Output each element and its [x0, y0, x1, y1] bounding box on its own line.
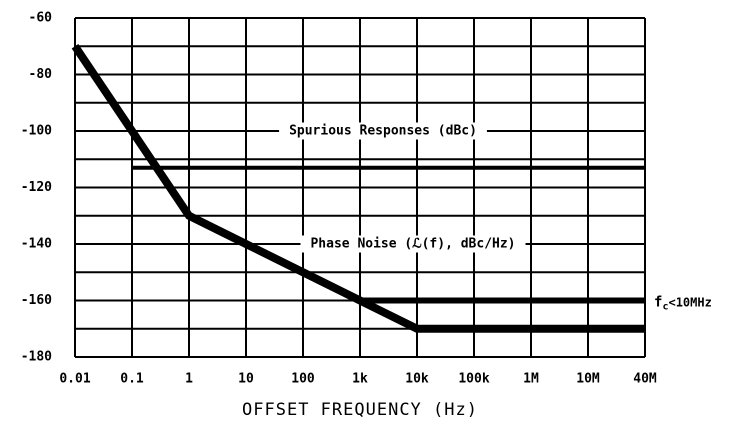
fc-note: fc<10MHz — [654, 295, 712, 313]
fc-note-sub: c — [662, 302, 668, 313]
x-tick-label: 10k — [405, 372, 429, 387]
x-tick-label: 0.01 — [59, 372, 90, 387]
y-tick-label: -160 — [21, 293, 52, 308]
annotation-backdrop — [300, 235, 526, 253]
y-tick-label: -100 — [21, 124, 52, 139]
annotation-backdrop — [279, 122, 487, 140]
y-tick-label: -140 — [21, 237, 52, 252]
x-tick-label: 0.1 — [120, 372, 144, 387]
y-tick-label: -120 — [21, 180, 52, 195]
x-tick-label: 10 — [238, 372, 254, 387]
y-tick-label: -180 — [21, 350, 52, 365]
x-tick-label: 100 — [291, 372, 315, 387]
x-tick-label: 40M — [633, 372, 657, 387]
annotation: Spurious Responses (dBc) — [289, 124, 477, 139]
x-axis-label: OFFSET FREQUENCY (Hz) — [242, 400, 478, 420]
fc-note-f: f — [654, 295, 662, 311]
x-tick-label: 100k — [458, 372, 489, 387]
x-tick-label: 1k — [352, 372, 368, 387]
x-tick-label: 1M — [523, 372, 539, 387]
x-tick-label: 1 — [185, 372, 193, 387]
y-tick-label: -60 — [29, 11, 53, 26]
annotation: Phase Noise (ℒ(f), dBc/Hz) — [310, 237, 515, 252]
x-tick-label: 10M — [576, 372, 600, 387]
y-tick-label: -80 — [29, 67, 53, 82]
fc-note-suffix: <10MHz — [668, 295, 711, 309]
